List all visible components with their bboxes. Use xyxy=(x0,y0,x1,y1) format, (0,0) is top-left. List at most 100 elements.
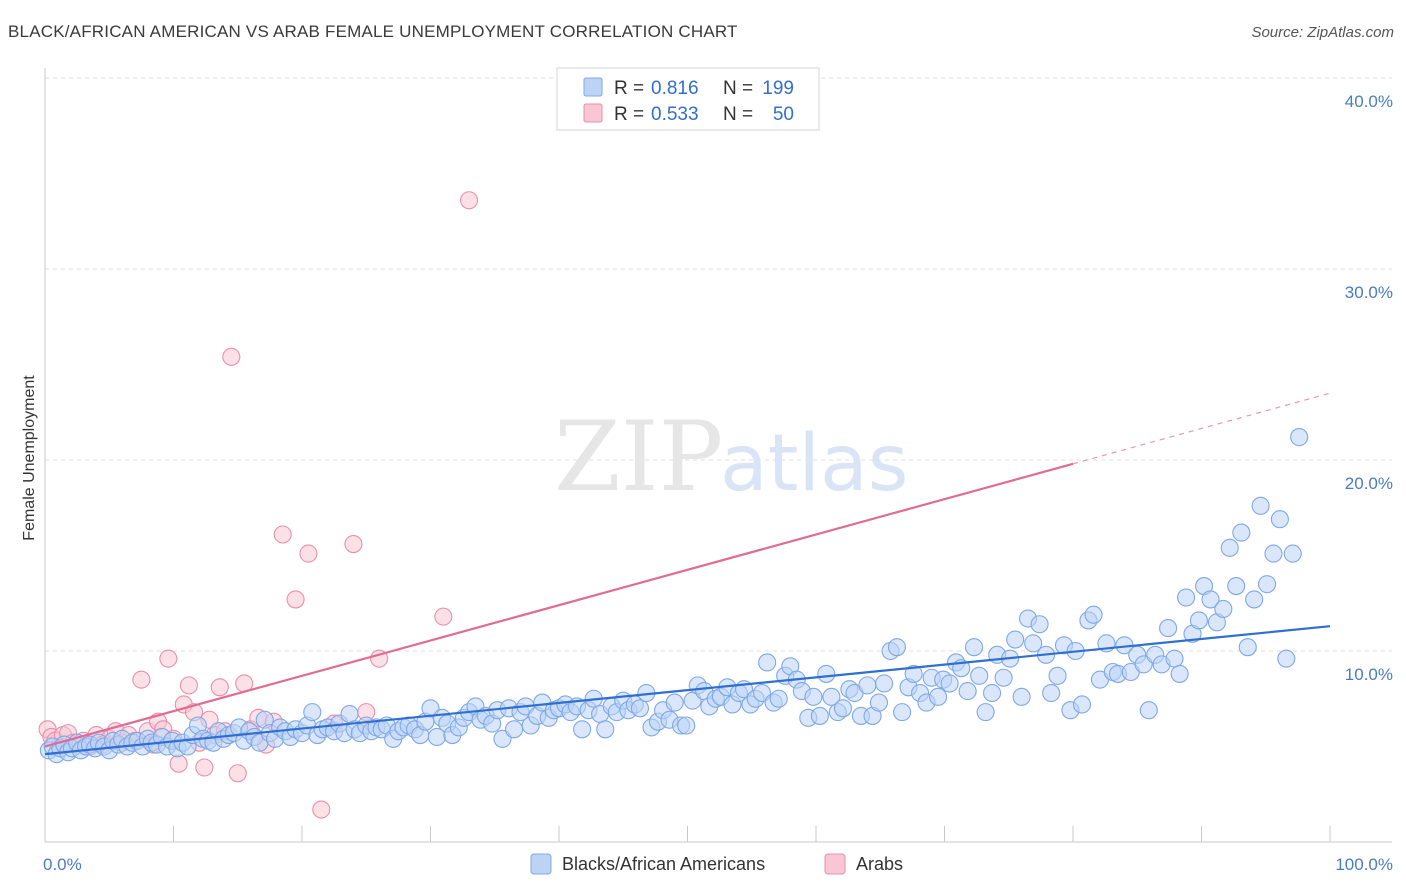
point-blacks-144 xyxy=(810,706,829,725)
point-blacks-202 xyxy=(1159,619,1178,638)
point-blacks-183 xyxy=(1042,683,1061,703)
point-blacks-61 xyxy=(340,704,359,724)
point-blacks-209 xyxy=(1201,590,1220,609)
point-blacks-205 xyxy=(1177,588,1196,607)
point-blacks-143 xyxy=(804,687,823,706)
point-blacks-91 xyxy=(504,720,524,739)
point-blacks-190 xyxy=(1084,605,1103,624)
point-blacks-148 xyxy=(833,699,853,718)
legend-n-label-arabs: N = xyxy=(723,104,753,125)
point-blacks-166 xyxy=(940,674,959,693)
point-arabs-34 xyxy=(222,347,241,366)
chart-source: Source: ZipAtlas.com xyxy=(1251,24,1394,41)
point-blacks-219 xyxy=(1264,544,1283,563)
point-blacks-158 xyxy=(893,703,912,722)
point-arabs-43 xyxy=(299,544,318,563)
chart-title: BLACK/AFRICAN AMERICAN VS ARAB FEMALE UN… xyxy=(8,22,738,41)
legend-swatch-blacks xyxy=(583,77,603,97)
point-blacks-203 xyxy=(1165,649,1184,668)
point-arabs-49 xyxy=(434,607,453,626)
point-blacks-177 xyxy=(1006,630,1025,649)
y-axis-label: Female Unemployment xyxy=(21,375,38,541)
point-blacks-218 xyxy=(1257,575,1277,594)
point-arabs-44 xyxy=(312,800,331,819)
point-blacks-146 xyxy=(822,687,841,706)
legend-bottom: Blacks/African Americans Arabs xyxy=(530,853,903,875)
point-blacks-121 xyxy=(677,716,696,735)
point-arabs-42 xyxy=(286,590,305,609)
point-blacks-107 xyxy=(596,720,615,739)
point-blacks-175 xyxy=(994,668,1013,687)
point-arabs-35 xyxy=(228,764,247,783)
point-blacks-172 xyxy=(976,703,995,722)
point-blacks-160 xyxy=(904,664,923,683)
point-blacks-170 xyxy=(965,638,984,657)
point-blacks-54 xyxy=(303,703,322,722)
legend-bottom-swatch-arabs xyxy=(824,853,846,875)
point-blacks-119 xyxy=(665,693,684,712)
legend-r-label-blacks: R = xyxy=(614,78,644,99)
legend-swatch-arabs xyxy=(583,103,603,123)
point-arabs-46 xyxy=(344,534,363,554)
point-arabs-24 xyxy=(169,754,188,773)
point-blacks-217 xyxy=(1251,496,1270,515)
legend-n-value-arabs: 50 xyxy=(773,104,794,125)
point-blacks-213 xyxy=(1227,577,1246,596)
trend-extension-arabs xyxy=(1072,392,1331,465)
point-blacks-173 xyxy=(982,683,1002,703)
point-blacks-214 xyxy=(1232,523,1251,542)
watermark-zip: ZIP xyxy=(554,401,723,513)
point-blacks-178 xyxy=(1012,687,1031,706)
watermark-atlas: atlas xyxy=(720,419,909,509)
x-tick-label-1: 100.0% xyxy=(1335,855,1393,874)
x-tick-labels: 0.0% 100.0% xyxy=(43,855,1393,874)
legend-n-value-blacks: 199 xyxy=(762,78,794,99)
y-tick-label-1: 20.0% xyxy=(1345,474,1393,493)
point-blacks-188 xyxy=(1072,695,1092,714)
point-arabs-29 xyxy=(195,758,214,777)
trend-line-arabs xyxy=(44,462,1074,748)
y-tick-labels: 10.0% 20.0% 30.0% 40.0% xyxy=(1345,92,1393,684)
legend-bottom-label-arabs: Arabs xyxy=(856,854,903,874)
point-blacks-216 xyxy=(1245,590,1264,609)
point-blacks-169 xyxy=(958,682,977,701)
point-blacks-181 xyxy=(1030,615,1049,634)
x-tick-label-0: 0.0% xyxy=(43,855,82,874)
point-blacks-113 xyxy=(630,699,650,718)
point-arabs-26 xyxy=(179,676,198,695)
point-blacks-164 xyxy=(929,687,948,706)
point-blacks-221 xyxy=(1277,649,1296,668)
point-arabs-32 xyxy=(210,678,229,697)
legend-r-value-arabs: 0.533 xyxy=(651,104,699,125)
point-blacks-103 xyxy=(573,720,592,739)
gridlines xyxy=(45,77,1392,652)
point-blacks-157 xyxy=(887,638,907,657)
trend-line-blacks xyxy=(44,625,1331,756)
point-blacks-145 xyxy=(817,664,836,683)
point-blacks-220 xyxy=(1270,510,1289,529)
point-blacks-207 xyxy=(1189,611,1208,630)
point-blacks-222 xyxy=(1283,544,1302,563)
legend-r-label-arabs: R = xyxy=(614,104,644,125)
trend-lines xyxy=(44,392,1331,756)
point-blacks-152 xyxy=(858,676,877,695)
point-blacks-215 xyxy=(1238,638,1257,657)
legend-top: R = 0.816 N = 199 R = 0.533 N = 50 xyxy=(556,67,820,131)
point-blacks-204 xyxy=(1170,664,1189,683)
point-blacks-135 xyxy=(758,653,777,672)
y-tick-label-2: 30.0% xyxy=(1345,283,1393,302)
point-arabs-50 xyxy=(459,191,479,210)
point-blacks-223 xyxy=(1290,428,1309,447)
point-arabs-41 xyxy=(273,525,292,544)
axes xyxy=(44,68,1392,843)
point-blacks-155 xyxy=(875,674,894,693)
legend-bottom-label-blacks: Blacks/African Americans xyxy=(562,854,765,874)
point-blacks-180 xyxy=(1024,634,1043,653)
point-blacks-171 xyxy=(970,666,989,685)
legend-bottom-swatch-blacks xyxy=(530,853,552,875)
point-blacks-199 xyxy=(1139,701,1158,720)
point-blacks-212 xyxy=(1220,538,1239,557)
legend-n-label-blacks: N = xyxy=(723,78,753,99)
point-blacks-137 xyxy=(769,689,788,708)
